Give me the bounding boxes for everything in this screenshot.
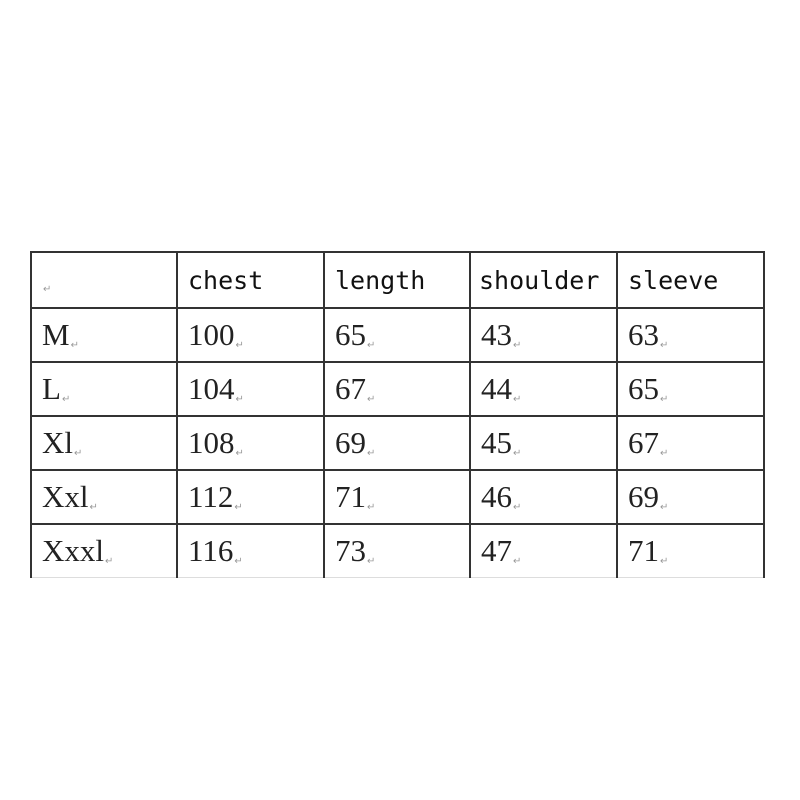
shoulder-value: 47 xyxy=(481,533,512,568)
return-mark-icon xyxy=(366,317,375,352)
chest-value: 112 xyxy=(188,479,234,514)
size-value: M xyxy=(42,317,70,352)
cell-shoulder: 46 xyxy=(469,469,618,525)
shoulder-value: 46 xyxy=(481,479,512,514)
size-value: Xxl xyxy=(42,479,89,514)
cell-chest: 112 xyxy=(176,469,325,525)
cell-sleeve: 63 xyxy=(616,307,765,363)
cell-size: Xxl xyxy=(30,469,178,525)
return-mark-icon xyxy=(61,371,70,406)
length-value: 69 xyxy=(335,425,366,460)
cell-sleeve: 67 xyxy=(616,415,765,471)
cell-size: Xxxl xyxy=(30,523,178,578)
cell-size: Xl xyxy=(30,415,178,471)
shoulder-value: 43 xyxy=(481,317,512,352)
return-mark-icon xyxy=(73,425,82,460)
return-mark-icon xyxy=(659,479,668,514)
return-mark-icon xyxy=(235,371,244,406)
cell-chest: 108 xyxy=(176,415,325,471)
cell-shoulder: 47 xyxy=(469,523,618,578)
header-row: chest length shoulder sleeve xyxy=(30,251,765,309)
return-mark-icon xyxy=(659,425,668,460)
cell-length: 73 xyxy=(323,523,471,578)
table-row: Xl 108 69 45 67 xyxy=(30,415,765,471)
length-value: 73 xyxy=(335,533,366,568)
return-mark-icon xyxy=(366,479,375,514)
shoulder-value: 45 xyxy=(481,425,512,460)
chest-value: 116 xyxy=(188,533,234,568)
cell-chest: 104 xyxy=(176,361,325,417)
length-value: 65 xyxy=(335,317,366,352)
sleeve-value: 63 xyxy=(628,317,659,352)
return-mark-icon xyxy=(42,266,51,295)
cell-shoulder: 43 xyxy=(469,307,618,363)
table-row: Xxxl 116 73 47 71 xyxy=(30,523,765,578)
return-mark-icon xyxy=(70,317,79,352)
return-mark-icon xyxy=(512,479,521,514)
cell-size: L xyxy=(30,361,178,417)
return-mark-icon xyxy=(512,533,521,568)
return-mark-icon xyxy=(233,479,242,514)
shoulder-value: 44 xyxy=(481,371,512,406)
chest-value: 104 xyxy=(188,371,235,406)
sleeve-value: 65 xyxy=(628,371,659,406)
header-sleeve: sleeve xyxy=(616,251,765,309)
sleeve-value: 71 xyxy=(628,533,659,568)
return-mark-icon xyxy=(366,533,375,568)
cell-size: M xyxy=(30,307,178,363)
length-value: 71 xyxy=(335,479,366,514)
table-row: L 104 67 44 65 xyxy=(30,361,765,417)
return-mark-icon xyxy=(366,425,375,460)
return-mark-icon xyxy=(89,479,98,514)
chest-value: 108 xyxy=(188,425,235,460)
header-length: length xyxy=(323,251,471,309)
size-value: L xyxy=(42,371,61,406)
return-mark-icon xyxy=(235,317,244,352)
cell-sleeve: 65 xyxy=(616,361,765,417)
header-chest: chest xyxy=(176,251,325,309)
cell-sleeve: 71 xyxy=(616,523,765,578)
cell-length: 67 xyxy=(323,361,471,417)
return-mark-icon xyxy=(233,533,242,568)
return-mark-icon xyxy=(235,425,244,460)
cell-sleeve: 69 xyxy=(616,469,765,525)
size-chart-table: chest length shoulder sleeve M 100 65 43 63 L… xyxy=(30,251,765,578)
return-mark-icon xyxy=(512,317,521,352)
return-mark-icon xyxy=(366,371,375,406)
return-mark-icon xyxy=(659,317,668,352)
header-shoulder: shoulder xyxy=(469,251,618,309)
header-empty xyxy=(30,251,178,309)
table-row: M 100 65 43 63 xyxy=(30,307,765,363)
return-mark-icon xyxy=(104,533,113,568)
return-mark-icon xyxy=(512,371,521,406)
size-value: Xl xyxy=(42,425,73,460)
cell-chest: 116 xyxy=(176,523,325,578)
sleeve-value: 67 xyxy=(628,425,659,460)
cell-shoulder: 45 xyxy=(469,415,618,471)
cell-length: 65 xyxy=(323,307,471,363)
chest-value: 100 xyxy=(188,317,235,352)
cell-length: 69 xyxy=(323,415,471,471)
length-value: 67 xyxy=(335,371,366,406)
return-mark-icon xyxy=(659,371,668,406)
sleeve-value: 69 xyxy=(628,479,659,514)
cell-length: 71 xyxy=(323,469,471,525)
return-mark-icon xyxy=(659,533,668,568)
cell-chest: 100 xyxy=(176,307,325,363)
table-row: Xxl 112 71 46 69 xyxy=(30,469,765,525)
size-value: Xxxl xyxy=(42,533,104,568)
cell-shoulder: 44 xyxy=(469,361,618,417)
return-mark-icon xyxy=(512,425,521,460)
